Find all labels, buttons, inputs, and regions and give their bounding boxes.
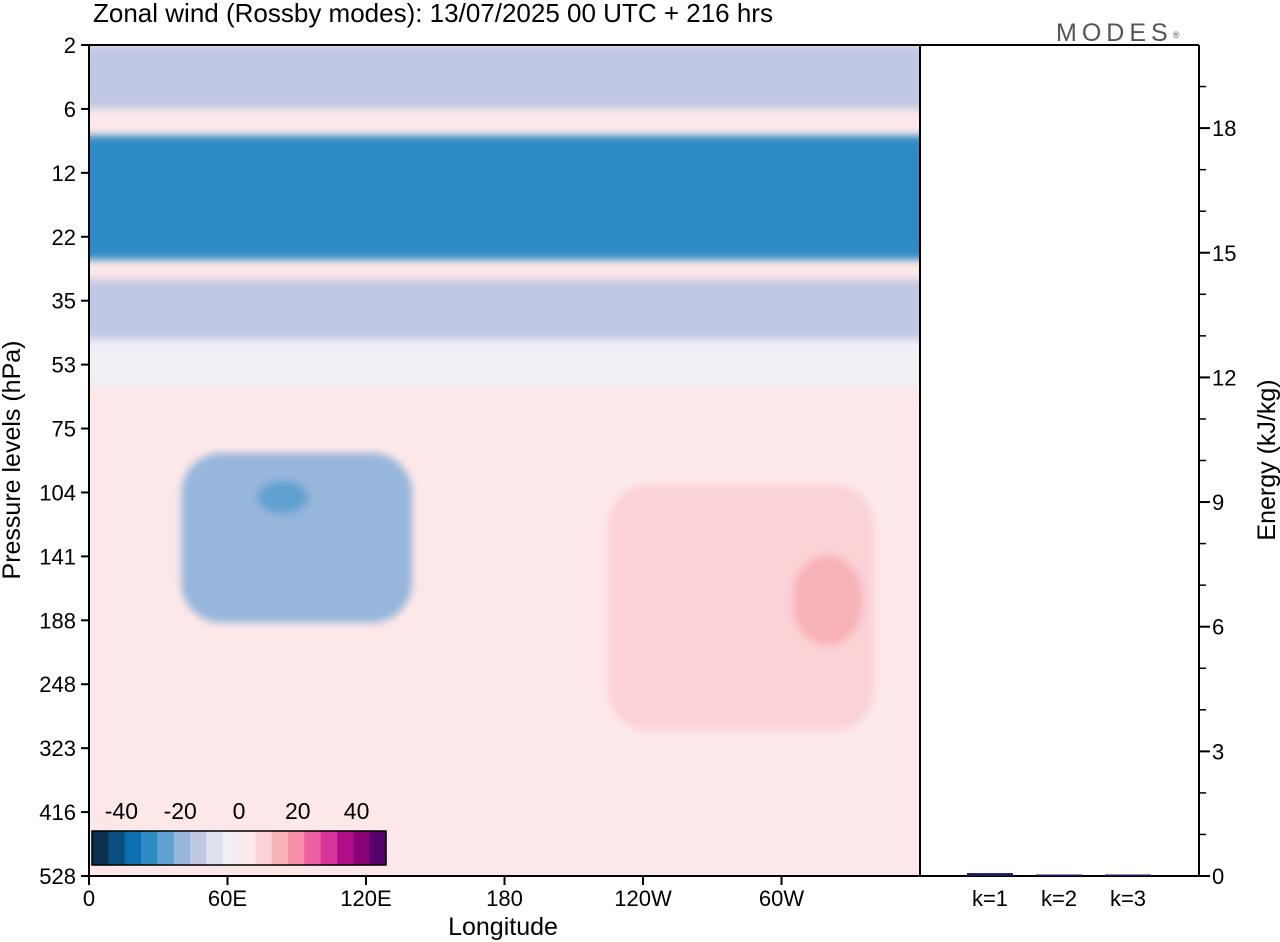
y-tick-label: 188 bbox=[39, 608, 76, 633]
y-tick-label: 323 bbox=[39, 736, 76, 761]
energy-axis: 0 3 6 9 12 15 18 bbox=[1199, 85, 1236, 889]
modes-logo: MODES® bbox=[1056, 18, 1179, 48]
colorbar-swatch bbox=[337, 831, 354, 865]
colorbar-swatch bbox=[288, 831, 305, 865]
colorbar-swatch bbox=[239, 831, 256, 865]
x-tick-label: 120W bbox=[614, 886, 672, 911]
colorbar-swatch bbox=[157, 831, 175, 865]
contour-regions bbox=[89, 45, 920, 845]
colorbar-swatch bbox=[92, 831, 109, 865]
x-axis-label: Longitude bbox=[448, 913, 558, 941]
energy-tick-label: 0 bbox=[1212, 864, 1224, 889]
colorbar-tick-label: 20 bbox=[285, 798, 311, 824]
y-tick-label: 141 bbox=[39, 544, 76, 569]
y-tick-label: 416 bbox=[39, 800, 76, 825]
energy-category-label: k=1 bbox=[972, 886, 1008, 911]
colorbar-swatch bbox=[353, 831, 371, 865]
colorbar-swatch bbox=[222, 831, 240, 865]
energy-category-label: k=3 bbox=[1110, 886, 1146, 911]
y-tick-label: 2 bbox=[64, 33, 76, 58]
y-tick-label: 22 bbox=[52, 225, 76, 250]
y-tick-label: 35 bbox=[52, 289, 76, 314]
y-tick-label: 248 bbox=[39, 672, 76, 697]
longitude-axis: 0 60E 120E 180 120W 60W bbox=[83, 876, 804, 911]
x-tick-label: 0 bbox=[83, 886, 95, 911]
colorbar-frame bbox=[91, 830, 387, 866]
colorbar-swatch bbox=[124, 831, 142, 865]
colorbar-tick-label: -20 bbox=[164, 798, 197, 824]
energy-tick-label: 6 bbox=[1212, 615, 1224, 640]
y-axis-label: Pressure levels (hPa) bbox=[0, 341, 26, 580]
contour-region bbox=[319, 156, 620, 197]
contour-region bbox=[793, 554, 863, 646]
colorbar-swatch bbox=[255, 831, 273, 865]
x-tick-label: 120E bbox=[340, 886, 391, 911]
energy-tick-label: 18 bbox=[1212, 116, 1236, 141]
colorbar-tick-label: 40 bbox=[344, 798, 370, 824]
colorbar-swatch bbox=[304, 831, 322, 865]
contour-region bbox=[435, 453, 620, 845]
contour-region bbox=[181, 453, 413, 623]
energy-category-label: k=2 bbox=[1041, 886, 1077, 911]
colorbar-swatch bbox=[206, 831, 224, 865]
colorbar-swatch bbox=[108, 831, 126, 865]
energy-tick-label: 3 bbox=[1212, 739, 1224, 764]
contour-region bbox=[89, 45, 920, 109]
contour-region bbox=[608, 484, 874, 731]
x-tick-label: 180 bbox=[486, 886, 523, 911]
colorbar-swatch bbox=[271, 831, 289, 865]
contour-region bbox=[89, 279, 920, 340]
colorbar-swatch bbox=[190, 831, 207, 865]
y-tick-label: 6 bbox=[64, 97, 76, 122]
energy-bar-k=2 bbox=[1036, 874, 1082, 876]
colorbar: -40 -20 0 20 40 bbox=[91, 798, 387, 866]
energy-tick-label: 15 bbox=[1212, 241, 1236, 266]
y-tick-label: 75 bbox=[52, 417, 76, 442]
wavenumber-axis: k=1 k=2 k=3 bbox=[972, 886, 1146, 911]
energy-tick-label: 12 bbox=[1212, 365, 1236, 390]
colorbar-tick-label: -40 bbox=[105, 798, 138, 824]
contour-region bbox=[89, 339, 920, 388]
energy-bars bbox=[967, 873, 1151, 876]
chart-title: Zonal wind (Rossby modes): 13/07/2025 00… bbox=[93, 0, 773, 28]
colorbar-swatch bbox=[369, 831, 387, 865]
energy-axis-label: Energy (kJ/kg) bbox=[1253, 379, 1280, 540]
y-tick-label: 53 bbox=[52, 353, 76, 378]
y-tick-label: 104 bbox=[39, 480, 76, 505]
brand-text: MODES bbox=[1056, 19, 1173, 47]
pressure-axis: 2 6 12 22 35 53 75 104 141 188 248 323 416 528 bbox=[39, 33, 89, 889]
contour-region bbox=[257, 480, 309, 514]
colorbar-tick-label: 0 bbox=[233, 798, 246, 824]
y-tick-label: 12 bbox=[52, 161, 76, 186]
colorbar-swatch bbox=[141, 831, 158, 865]
energy-bar-k=1 bbox=[967, 873, 1013, 876]
x-tick-label: 60E bbox=[208, 886, 247, 911]
contour-region bbox=[89, 135, 920, 260]
colorbar-swatch bbox=[320, 831, 338, 865]
energy-bar-k=3 bbox=[1105, 874, 1151, 876]
x-tick-label: 60W bbox=[759, 886, 804, 911]
energy-tick-label: 9 bbox=[1212, 490, 1224, 515]
contour-field bbox=[89, 45, 920, 876]
y-tick-label: 528 bbox=[39, 864, 76, 889]
colorbar-swatch bbox=[173, 831, 191, 865]
registered-mark: ® bbox=[1172, 30, 1180, 40]
